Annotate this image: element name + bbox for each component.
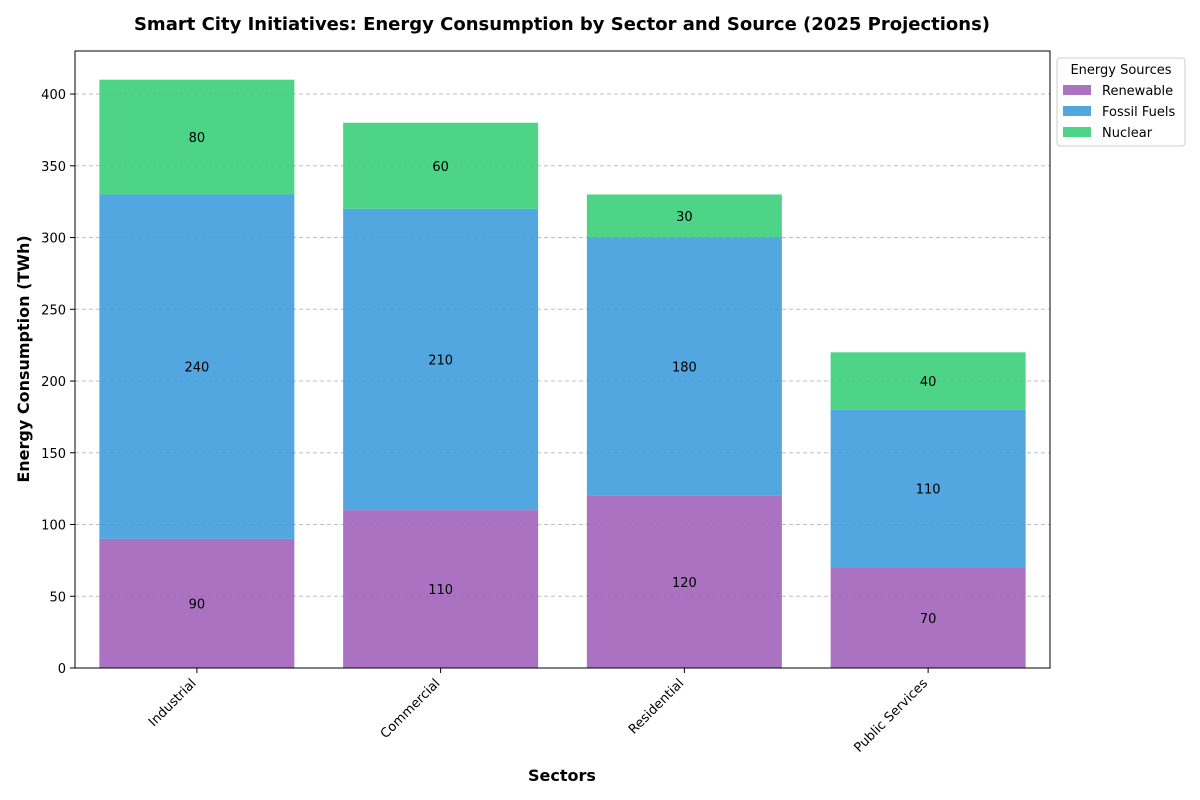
y-tick-label: 0 bbox=[58, 662, 66, 677]
data-label: 120 bbox=[672, 576, 697, 591]
bar-segment bbox=[343, 510, 539, 668]
bar-segment bbox=[586, 495, 782, 668]
y-tick-label: 350 bbox=[41, 160, 66, 175]
y-axis-label: Energy Consumption (TWh) bbox=[14, 235, 33, 482]
data-label: 60 bbox=[432, 160, 449, 175]
legend-frame bbox=[1056, 57, 1186, 147]
bar-segment bbox=[830, 409, 1026, 568]
bar-segment bbox=[586, 237, 782, 496]
y-tick-label: 250 bbox=[41, 303, 66, 318]
legend-entry: Renewable bbox=[1102, 84, 1173, 99]
legend-swatch bbox=[1063, 85, 1091, 95]
y-tick-label: 400 bbox=[41, 88, 66, 103]
chart-title: Smart City Initiatives: Energy Consumpti… bbox=[134, 14, 990, 35]
legend-entry: Fossil Fuels bbox=[1102, 105, 1175, 120]
bar-segment bbox=[343, 122, 539, 209]
bar-segment bbox=[99, 79, 295, 195]
legend-title: Energy Sources bbox=[1070, 63, 1171, 78]
data-label: 90 bbox=[189, 597, 206, 612]
bar-segment bbox=[99, 538, 295, 668]
data-label: 30 bbox=[676, 210, 693, 225]
y-axis: 0 50 100 150 200 250 300 350 400 bbox=[41, 88, 75, 677]
legend: Energy Sources Renewable Fossil Fuels Nucle… bbox=[1056, 57, 1186, 147]
x-tick-label: Commercial bbox=[378, 676, 444, 742]
legend-entry: Nuclear bbox=[1102, 126, 1153, 141]
x-tick-label: Public Services bbox=[851, 676, 931, 756]
y-tick-label: 100 bbox=[41, 519, 66, 534]
legend-swatch bbox=[1063, 106, 1091, 116]
legend-swatch bbox=[1063, 127, 1091, 137]
data-label: 80 bbox=[189, 131, 206, 146]
y-tick-label: 200 bbox=[41, 375, 66, 390]
x-axis: Industrial Commercial Residential Public Se… bbox=[146, 668, 931, 756]
x-axis-label: Sectors bbox=[528, 766, 596, 785]
y-tick-label: 300 bbox=[41, 232, 66, 247]
data-label: 70 bbox=[920, 612, 937, 627]
y-tick-label: 50 bbox=[49, 590, 66, 605]
bar-segment bbox=[343, 208, 539, 511]
data-label: 210 bbox=[428, 354, 453, 369]
x-tick-label: Residential bbox=[626, 676, 687, 737]
data-label: 240 bbox=[184, 361, 209, 376]
data-label: 110 bbox=[916, 483, 941, 498]
bar-segment bbox=[830, 567, 1026, 668]
data-label: 110 bbox=[428, 583, 453, 598]
data-label: 40 bbox=[920, 375, 937, 390]
plot-frame bbox=[74, 50, 1051, 669]
bar-segment bbox=[99, 194, 295, 539]
data-label: 180 bbox=[672, 361, 697, 376]
y-tick-label: 150 bbox=[41, 447, 66, 462]
bars bbox=[99, 79, 1026, 668]
data-labels: 90 240 80 110 210 60 120 180 30 70 110 40 bbox=[184, 131, 940, 627]
bar-segment bbox=[586, 194, 782, 238]
bar-segment bbox=[830, 352, 1026, 410]
x-tick-label: Industrial bbox=[146, 676, 200, 730]
